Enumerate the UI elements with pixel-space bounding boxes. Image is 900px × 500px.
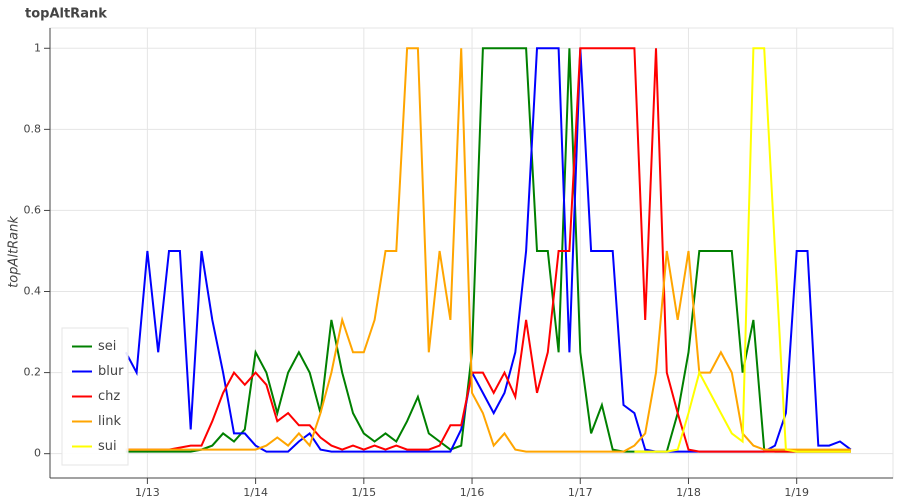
series-line — [634, 47, 851, 453]
chart-title: topAltRank — [25, 7, 107, 22]
x-tick-label: 1/16 — [460, 486, 485, 499]
legend-label: chz — [98, 389, 120, 404]
y-tick-label: 0.4 — [24, 285, 42, 298]
x-tick-label: 1/19 — [784, 486, 809, 499]
y-tick-label: 0.8 — [24, 122, 42, 135]
y-tick-label: 0 — [34, 447, 41, 460]
legend-label: link — [98, 414, 121, 429]
y-axis-label: topAltRank — [7, 216, 22, 288]
series-line — [124, 47, 852, 453]
legend-label: sei — [98, 339, 116, 354]
x-tick-label: 1/14 — [243, 486, 268, 499]
legend-label: blur — [98, 364, 124, 379]
series-line — [125, 47, 851, 453]
x-tick-label: 1/13 — [135, 486, 160, 499]
y-tick-label: 0.2 — [24, 366, 42, 379]
x-tick-label: 1/18 — [676, 486, 701, 499]
y-tick-label: 0.6 — [24, 203, 42, 216]
series-line — [125, 47, 851, 453]
x-tick-label: 1/15 — [351, 486, 376, 499]
x-tick-label: 1/17 — [568, 486, 593, 499]
y-tick-label: 1 — [34, 41, 41, 54]
series-line — [125, 47, 851, 453]
legend-label: sui — [98, 439, 117, 454]
